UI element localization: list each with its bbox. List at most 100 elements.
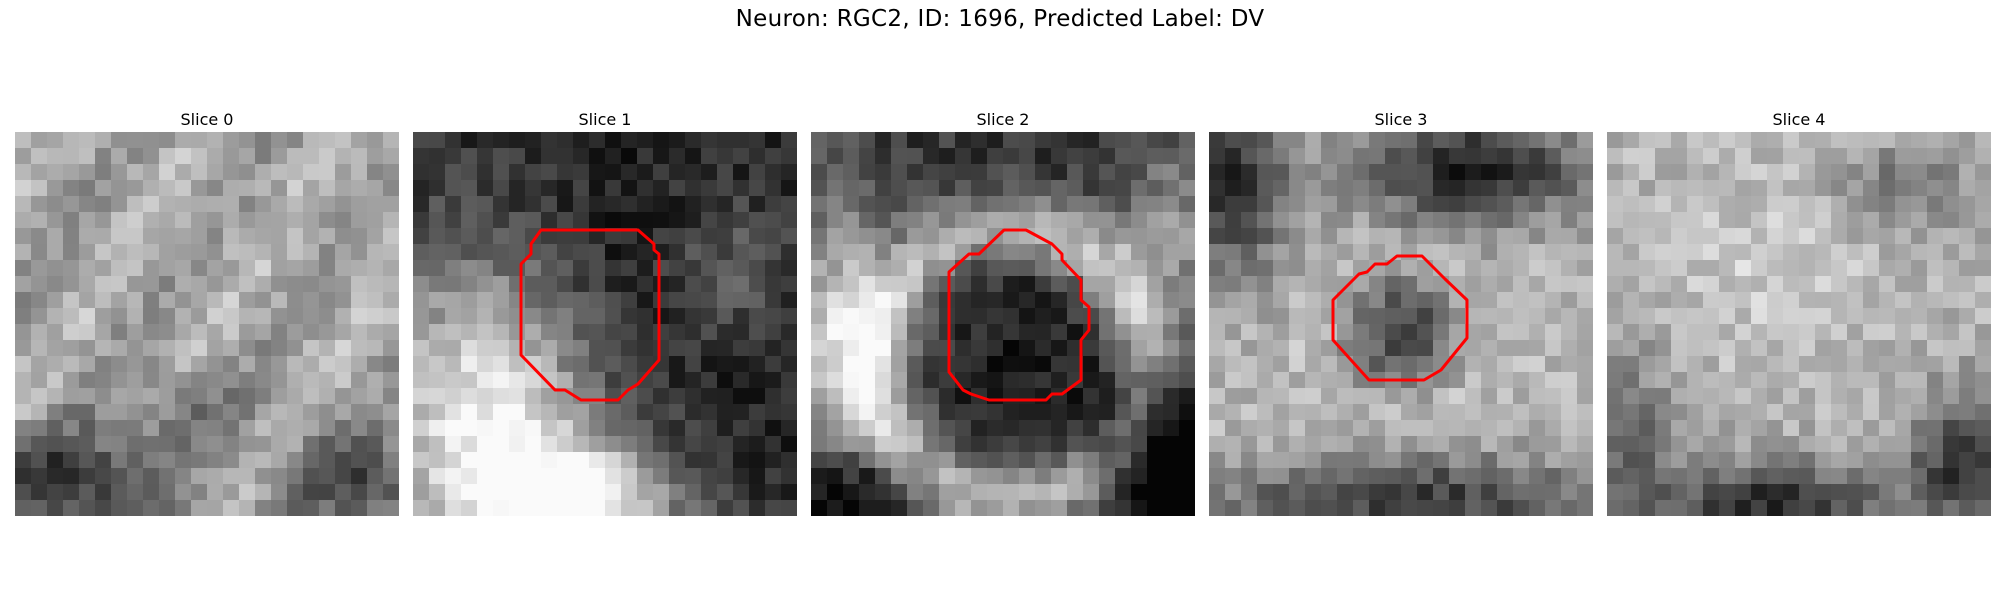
pixel	[1847, 228, 1863, 244]
pixel	[1655, 244, 1671, 260]
pixel	[891, 228, 907, 244]
pixel	[1815, 276, 1831, 292]
pixel	[1417, 452, 1433, 468]
pixel	[493, 404, 509, 420]
pixel	[1767, 468, 1783, 484]
pixel	[1831, 452, 1847, 468]
pixel	[95, 292, 111, 308]
pixel	[1703, 452, 1719, 468]
pixel	[1289, 244, 1305, 260]
pixel	[573, 148, 589, 164]
pixel	[1035, 292, 1051, 308]
pixel	[461, 324, 477, 340]
pixel	[843, 452, 859, 468]
pixel	[127, 260, 143, 276]
pixel	[1051, 132, 1067, 148]
pixel	[1225, 452, 1241, 468]
pixel	[1529, 212, 1545, 228]
pixel	[749, 356, 765, 372]
pixel	[303, 452, 319, 468]
pixel	[159, 132, 175, 148]
pixel	[1209, 228, 1225, 244]
pixel	[875, 468, 891, 484]
pixel	[525, 324, 541, 340]
pixel	[1831, 180, 1847, 196]
pixel	[733, 420, 749, 436]
pixel	[1115, 324, 1131, 340]
pixel	[493, 420, 509, 436]
pixel	[525, 420, 541, 436]
pixel	[303, 372, 319, 388]
pixel	[1067, 148, 1083, 164]
pixel	[749, 468, 765, 484]
pixel	[1831, 164, 1847, 180]
pixel	[811, 500, 827, 516]
pixel	[1639, 436, 1655, 452]
pixel	[1561, 292, 1577, 308]
pixel	[843, 180, 859, 196]
pixel	[875, 132, 891, 148]
pixel	[1067, 180, 1083, 196]
pixel	[239, 420, 255, 436]
pixel	[1561, 388, 1577, 404]
pixel	[31, 420, 47, 436]
pixel	[445, 340, 461, 356]
pixel	[573, 484, 589, 500]
pixel	[445, 244, 461, 260]
pixel	[1545, 324, 1561, 340]
pixel	[1067, 484, 1083, 500]
pixel	[1465, 276, 1481, 292]
pixel	[1927, 228, 1943, 244]
pixel	[765, 356, 781, 372]
pixel	[605, 452, 621, 468]
pixel	[781, 500, 797, 516]
pixel	[1369, 180, 1385, 196]
pixel	[541, 308, 557, 324]
pixel	[1099, 436, 1115, 452]
pixel	[1975, 212, 1991, 228]
pixel	[111, 244, 127, 260]
pixel	[1273, 212, 1289, 228]
pixel	[351, 292, 367, 308]
pixel	[1895, 276, 1911, 292]
pixel	[971, 356, 987, 372]
pixel	[1895, 340, 1911, 356]
pixel	[811, 260, 827, 276]
pixel	[1959, 484, 1975, 500]
pixel	[1035, 356, 1051, 372]
pixel	[1019, 452, 1035, 468]
pixel	[1003, 468, 1019, 484]
pixel	[31, 340, 47, 356]
pixel	[811, 212, 827, 228]
pixel	[1131, 292, 1147, 308]
pixel	[1529, 420, 1545, 436]
pixel	[1879, 356, 1895, 372]
pixel	[971, 132, 987, 148]
pixel	[1735, 356, 1751, 372]
pixel	[1115, 484, 1131, 500]
pixel	[1019, 324, 1035, 340]
pixel	[1241, 452, 1257, 468]
pixel	[1815, 356, 1831, 372]
pixel	[573, 420, 589, 436]
pixel	[1799, 388, 1815, 404]
pixel	[319, 452, 335, 468]
pixel	[335, 292, 351, 308]
pixel	[47, 196, 63, 212]
pixel	[1943, 468, 1959, 484]
pixel	[1115, 292, 1131, 308]
pixel	[175, 340, 191, 356]
pixel	[1529, 132, 1545, 148]
pixel	[541, 468, 557, 484]
pixel	[1959, 372, 1975, 388]
pixel	[175, 148, 191, 164]
pixel	[1577, 148, 1593, 164]
pixel	[1179, 132, 1195, 148]
pixel	[367, 132, 383, 148]
pixel	[1163, 404, 1179, 420]
pixel	[1131, 468, 1147, 484]
pixel	[1353, 148, 1369, 164]
pixel	[1577, 164, 1593, 180]
pixel	[1671, 468, 1687, 484]
pixel	[1099, 388, 1115, 404]
